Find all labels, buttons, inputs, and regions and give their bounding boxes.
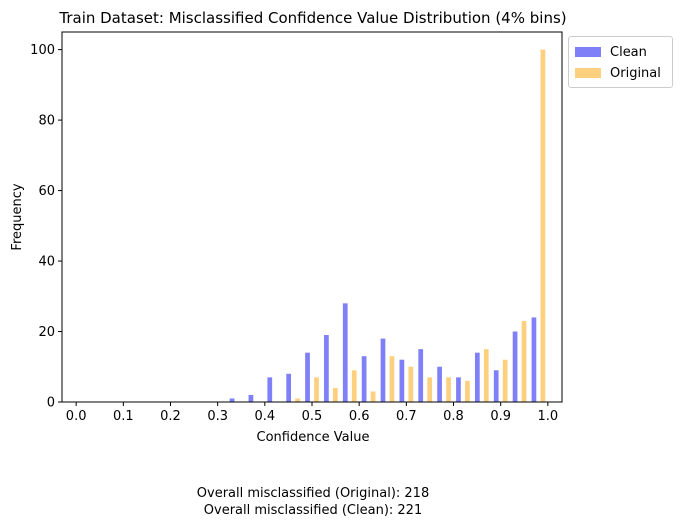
bar-clean-8 — [229, 398, 235, 402]
bar-original-13 — [332, 387, 338, 402]
x-tick-label: 0.0 — [66, 409, 87, 424]
y-tick-label: 0 — [47, 396, 55, 411]
bar-original-22 — [502, 359, 508, 402]
bar-original-17 — [408, 366, 414, 402]
bar-clean-18 — [418, 349, 424, 402]
x-tick-label: 0.3 — [207, 409, 228, 424]
bar-clean-24 — [531, 317, 537, 402]
y-tick-label: 40 — [38, 255, 55, 270]
x-tick-label: 0.4 — [254, 409, 275, 424]
bar-clean-23 — [512, 331, 518, 402]
bar-original-19 — [446, 377, 451, 402]
x-tick-label: 0.1 — [113, 409, 134, 424]
y-tick-label: 60 — [38, 184, 55, 199]
bar-original-11 — [295, 398, 300, 402]
bar-clean-11 — [286, 373, 292, 402]
bars-group — [229, 49, 546, 403]
bar-clean-21 — [474, 352, 480, 402]
bar-original-14 — [351, 370, 357, 402]
bar-original-12 — [314, 377, 319, 402]
legend: Clean Original — [568, 36, 673, 88]
y-tick-label: 80 — [38, 114, 55, 129]
bar-original-20 — [465, 380, 470, 402]
y-axis-ticks: 0 20 40 60 80 100 — [30, 43, 62, 411]
x-tick-label: 1.0 — [538, 409, 559, 424]
bar-original-21 — [483, 349, 489, 402]
bar-clean-12 — [305, 352, 310, 402]
x-axis-ticks: 0.0 0.1 0.2 0.3 0.4 0.5 0.6 0.7 0.8 0.9 1.0 — [66, 402, 558, 424]
x-tick-label: 0.8 — [443, 409, 464, 424]
bar-clean-10 — [267, 377, 273, 402]
bar-clean-9 — [248, 394, 254, 402]
x-tick-label: 0.6 — [349, 409, 370, 424]
bar-original-15 — [370, 391, 376, 402]
legend-item-original: Original — [575, 65, 661, 81]
bar-clean-17 — [399, 359, 405, 402]
legend-swatch-clean — [575, 47, 601, 57]
bar-original-24 — [540, 49, 546, 403]
x-axis-label: Confidence Value — [257, 430, 370, 445]
bar-clean-22 — [493, 370, 499, 402]
y-tick-label: 20 — [38, 325, 55, 340]
legend-item-clean: Clean — [575, 44, 647, 60]
x-tick-label: 0.7 — [396, 409, 417, 424]
plot-frame — [61, 31, 563, 403]
legend-label-original: Original — [610, 65, 661, 81]
bar-clean-13 — [324, 335, 329, 402]
footer-original-count: Overall misclassified (Original): 218 — [196, 486, 430, 501]
bar-clean-16 — [380, 338, 386, 402]
bar-original-16 — [389, 356, 395, 402]
bar-clean-19 — [437, 366, 442, 402]
footer-clean-count: Overall misclassified (Clean): 221 — [203, 503, 423, 518]
chart-title: Train Dataset: Misclassified Confidence … — [58, 9, 566, 27]
legend-label-clean: Clean — [610, 44, 647, 60]
legend-swatch-original — [575, 68, 601, 78]
x-tick-label: 0.9 — [490, 409, 511, 424]
bar-original-18 — [427, 377, 433, 402]
bar-clean-15 — [361, 356, 367, 402]
x-tick-label: 0.2 — [160, 409, 181, 424]
y-tick-label: 100 — [30, 43, 55, 58]
x-tick-label: 0.5 — [302, 409, 323, 424]
bar-original-23 — [521, 320, 527, 402]
bar-clean-14 — [342, 303, 348, 402]
y-axis-label: Frequency — [10, 183, 25, 250]
bar-clean-20 — [456, 377, 461, 402]
